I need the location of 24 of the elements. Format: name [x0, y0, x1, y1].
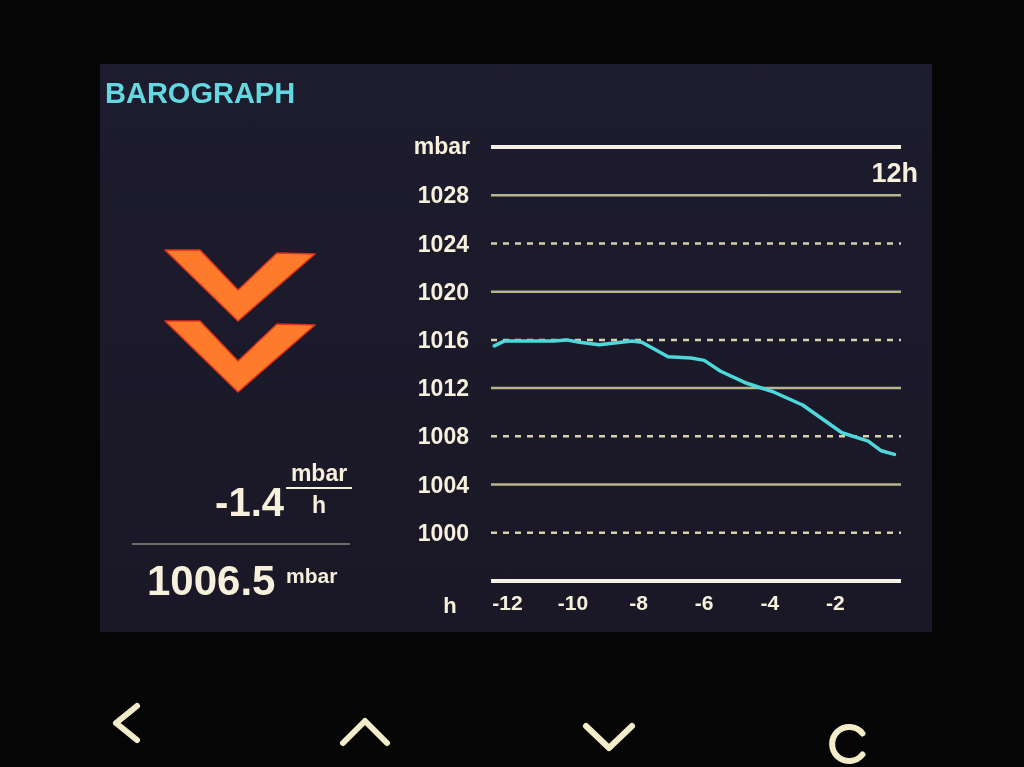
x-axis-title: h [443, 593, 457, 618]
x-tick-label: -8 [629, 590, 649, 614]
text: BAROGRAPH [105, 77, 296, 109]
text: 1006.5 [147, 557, 276, 604]
y-axis-title: mbar [413, 133, 470, 159]
y-tick-label: 1028 [417, 182, 470, 209]
y-tick-label: 1024 [417, 230, 470, 257]
y-tick-label: 1004 [417, 471, 470, 498]
text: mbar [286, 564, 338, 587]
x-tick-label: -6 [694, 590, 714, 614]
x-tick-label: -10 [557, 590, 589, 614]
y-tick-label: 1000 [417, 519, 469, 546]
y-tick-label: 1020 [417, 278, 469, 305]
text: mbar [290, 460, 348, 486]
text: -1.4 [215, 480, 284, 524]
y-tick-label: 1008 [417, 423, 470, 450]
y-tick-label: 1012 [417, 375, 469, 402]
annotation: 12h [871, 158, 918, 188]
line-series [492, 338, 897, 457]
x-tick-label: -2 [826, 590, 845, 614]
x-tick-label: -12 [492, 590, 523, 614]
y-tick-label: 1016 [417, 327, 469, 354]
x-tick-label: -4 [760, 590, 780, 614]
text: h [311, 492, 327, 518]
